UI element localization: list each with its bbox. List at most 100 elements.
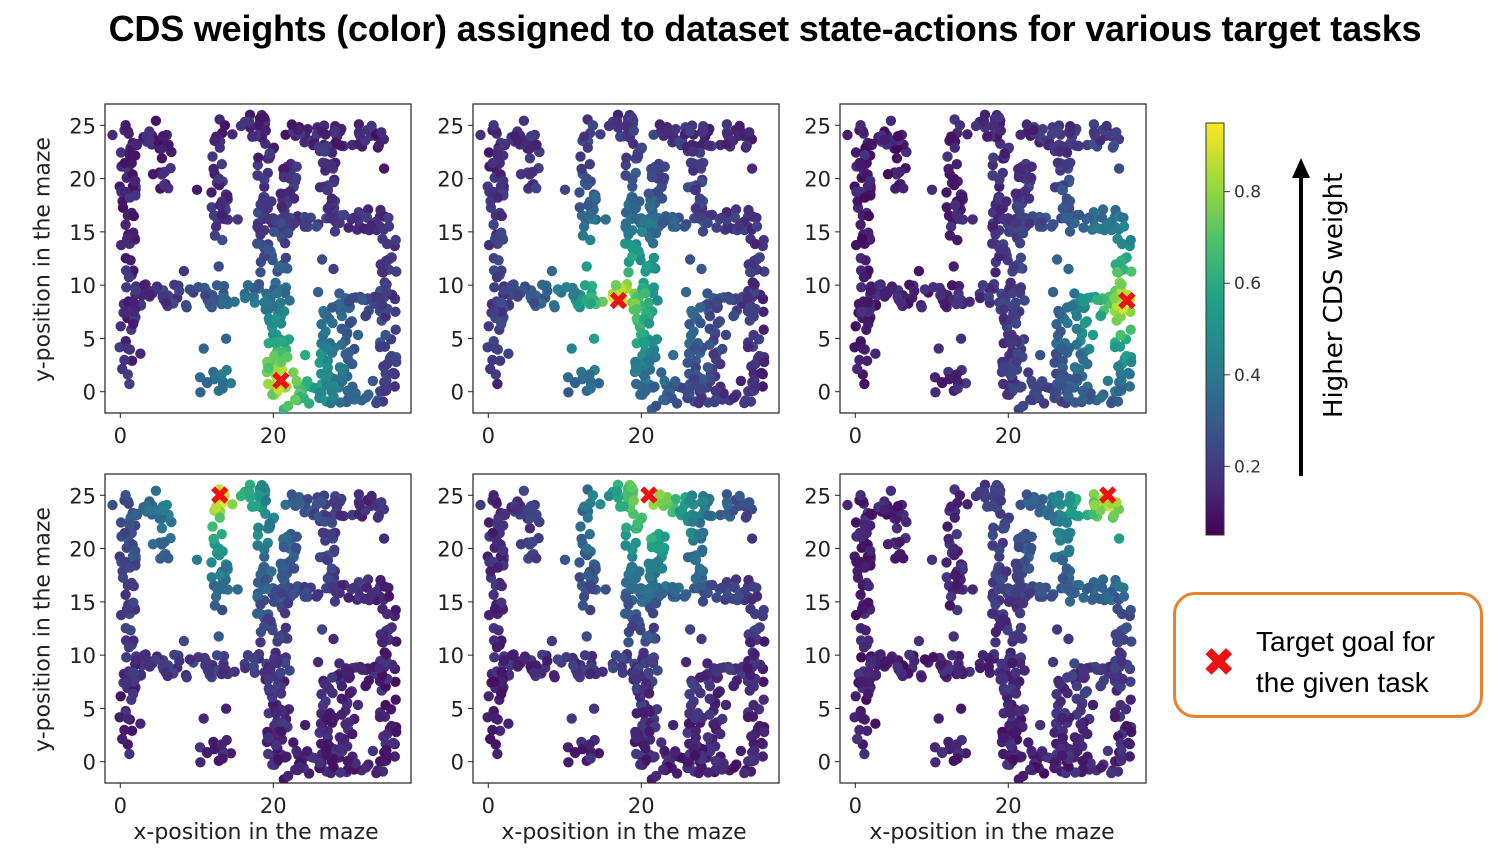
- data-point: [749, 375, 760, 386]
- data-point: [1035, 349, 1046, 361]
- data-point: [326, 529, 337, 541]
- legend-text-line1: Target goal for: [1256, 626, 1435, 657]
- data-point: [758, 306, 769, 317]
- data-point: [492, 562, 504, 573]
- data-point: [659, 375, 670, 387]
- data-point: [1079, 687, 1091, 699]
- data-point: [998, 313, 1009, 324]
- data-point: [668, 349, 679, 361]
- x-tick-label: 0: [114, 424, 127, 448]
- data-point: [1116, 656, 1127, 667]
- data-point: [638, 370, 650, 381]
- data-point: [371, 397, 382, 409]
- data-point: [1125, 694, 1136, 705]
- data-point: [1061, 159, 1072, 171]
- data-point: [858, 642, 870, 653]
- data-point: [970, 490, 982, 502]
- data-point: [694, 193, 705, 204]
- data-point: [631, 378, 642, 390]
- data-point: [211, 650, 223, 661]
- data-point: [211, 131, 222, 142]
- data-point: [258, 482, 269, 493]
- data-point: [581, 261, 592, 272]
- data-point: [728, 680, 740, 691]
- data-point: [894, 166, 905, 178]
- data-point: [1062, 317, 1073, 329]
- y-axis-title-row2: y-position in the maze: [30, 507, 56, 752]
- data-point: [260, 125, 271, 136]
- data-point: [758, 694, 769, 705]
- data-point: [489, 652, 500, 663]
- data-point: [328, 263, 339, 275]
- data-point: [582, 512, 593, 523]
- data-point: [353, 119, 365, 130]
- data-point: [122, 713, 134, 724]
- data-point: [512, 659, 523, 671]
- data-point: [213, 631, 224, 642]
- data-point: [282, 598, 294, 609]
- data-point: [628, 574, 640, 585]
- data-point: [1087, 329, 1099, 341]
- data-point: [217, 383, 228, 394]
- data-point: [144, 289, 155, 301]
- data-point: [654, 489, 665, 500]
- data-point: [494, 355, 506, 366]
- data-point: [1077, 764, 1089, 775]
- data-point: [603, 490, 615, 502]
- data-point: [856, 233, 868, 245]
- data-point: [276, 571, 287, 582]
- data-point: [343, 296, 355, 307]
- data-point: [926, 184, 938, 195]
- data-point: [329, 596, 341, 607]
- data-point: [631, 674, 642, 685]
- data-point: [278, 171, 290, 183]
- data-point: [1071, 323, 1082, 334]
- data-point: [885, 485, 897, 496]
- scatter-panel-6: ✖ 0 5 10 15 20 25 0 20: [804, 473, 1147, 818]
- data-point: [1116, 375, 1127, 386]
- data-point: [273, 261, 284, 272]
- data-point: [990, 637, 1001, 648]
- goal-marker: ✖: [270, 367, 292, 397]
- data-point: [680, 656, 692, 668]
- colorbar-gradient: [1205, 122, 1225, 536]
- data-point: [291, 161, 302, 172]
- data-point: [995, 125, 1006, 136]
- data-point: [631, 732, 642, 744]
- data-point: [949, 142, 960, 153]
- data-point: [988, 489, 999, 501]
- data-point: [751, 212, 762, 223]
- data-point: [262, 243, 274, 255]
- data-point: [631, 313, 642, 324]
- data-point: [276, 201, 287, 212]
- data-point: [126, 725, 138, 736]
- data-point: [1095, 392, 1107, 403]
- data-point: [1069, 288, 1080, 299]
- data-point: [326, 563, 337, 574]
- data-point: [949, 512, 960, 523]
- data-point: [282, 770, 294, 782]
- data-point: [216, 529, 227, 540]
- data-point: [340, 349, 351, 360]
- x-tick-label: 0: [114, 794, 127, 818]
- data-point: [615, 501, 626, 512]
- data-point: [260, 204, 272, 215]
- data-point: [952, 298, 964, 309]
- data-point: [913, 265, 925, 277]
- data-point: [608, 292, 619, 304]
- data-point: [1077, 394, 1089, 405]
- data-point: [649, 751, 660, 762]
- data-point: [658, 394, 669, 405]
- data-point: [518, 115, 530, 127]
- data-point: [946, 131, 957, 142]
- data-point: [284, 186, 296, 197]
- data-point: [1083, 582, 1094, 594]
- data-point: [690, 573, 701, 584]
- data-point: [858, 272, 870, 283]
- data-point: [577, 230, 589, 241]
- data-point: [381, 656, 392, 667]
- data-point: [1118, 591, 1130, 602]
- data-point: [856, 306, 867, 318]
- data-point: [856, 603, 868, 615]
- data-point: [262, 613, 274, 625]
